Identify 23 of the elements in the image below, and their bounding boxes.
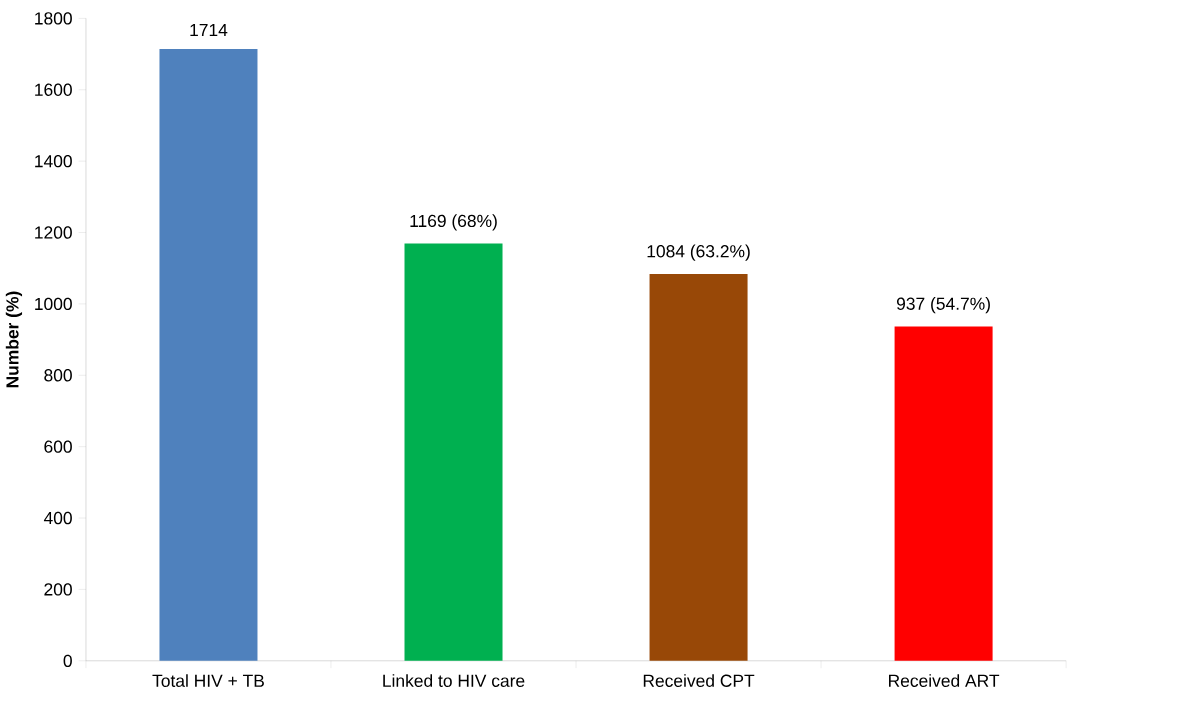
y-tick-label: 1200: [35, 226, 72, 239]
x-tick-label: Received ART: [889, 674, 1000, 688]
x-tick-label: Linked to HIV care: [383, 674, 525, 688]
data-label: 1169 (68%): [410, 214, 497, 231]
y-tick-label: 1400: [35, 155, 72, 168]
y-tick-label: 1800: [35, 12, 72, 25]
y-tick-label: 0: [63, 654, 72, 668]
data-label: 1714: [190, 24, 228, 37]
bar: [649, 274, 748, 661]
x-tick-label: Received CPT: [643, 674, 755, 688]
bar: [404, 243, 503, 661]
y-tick-label: 600: [44, 440, 72, 453]
y-axis-title: Number (%): [5, 291, 23, 388]
y-tick-label: 1600: [35, 83, 72, 97]
y-tick-label: 400: [43, 512, 72, 525]
bar: [159, 49, 258, 661]
y-tick-label: 800: [44, 369, 72, 382]
y-tick-label: 200: [44, 583, 72, 596]
y-tick-label: 1000: [35, 297, 72, 311]
data-label: 1084 (63.2%): [647, 244, 750, 262]
bar: [894, 326, 993, 661]
x-tick-label: Total HIV + TB: [152, 674, 264, 688]
data-label: 937 (54.7%): [896, 297, 990, 314]
